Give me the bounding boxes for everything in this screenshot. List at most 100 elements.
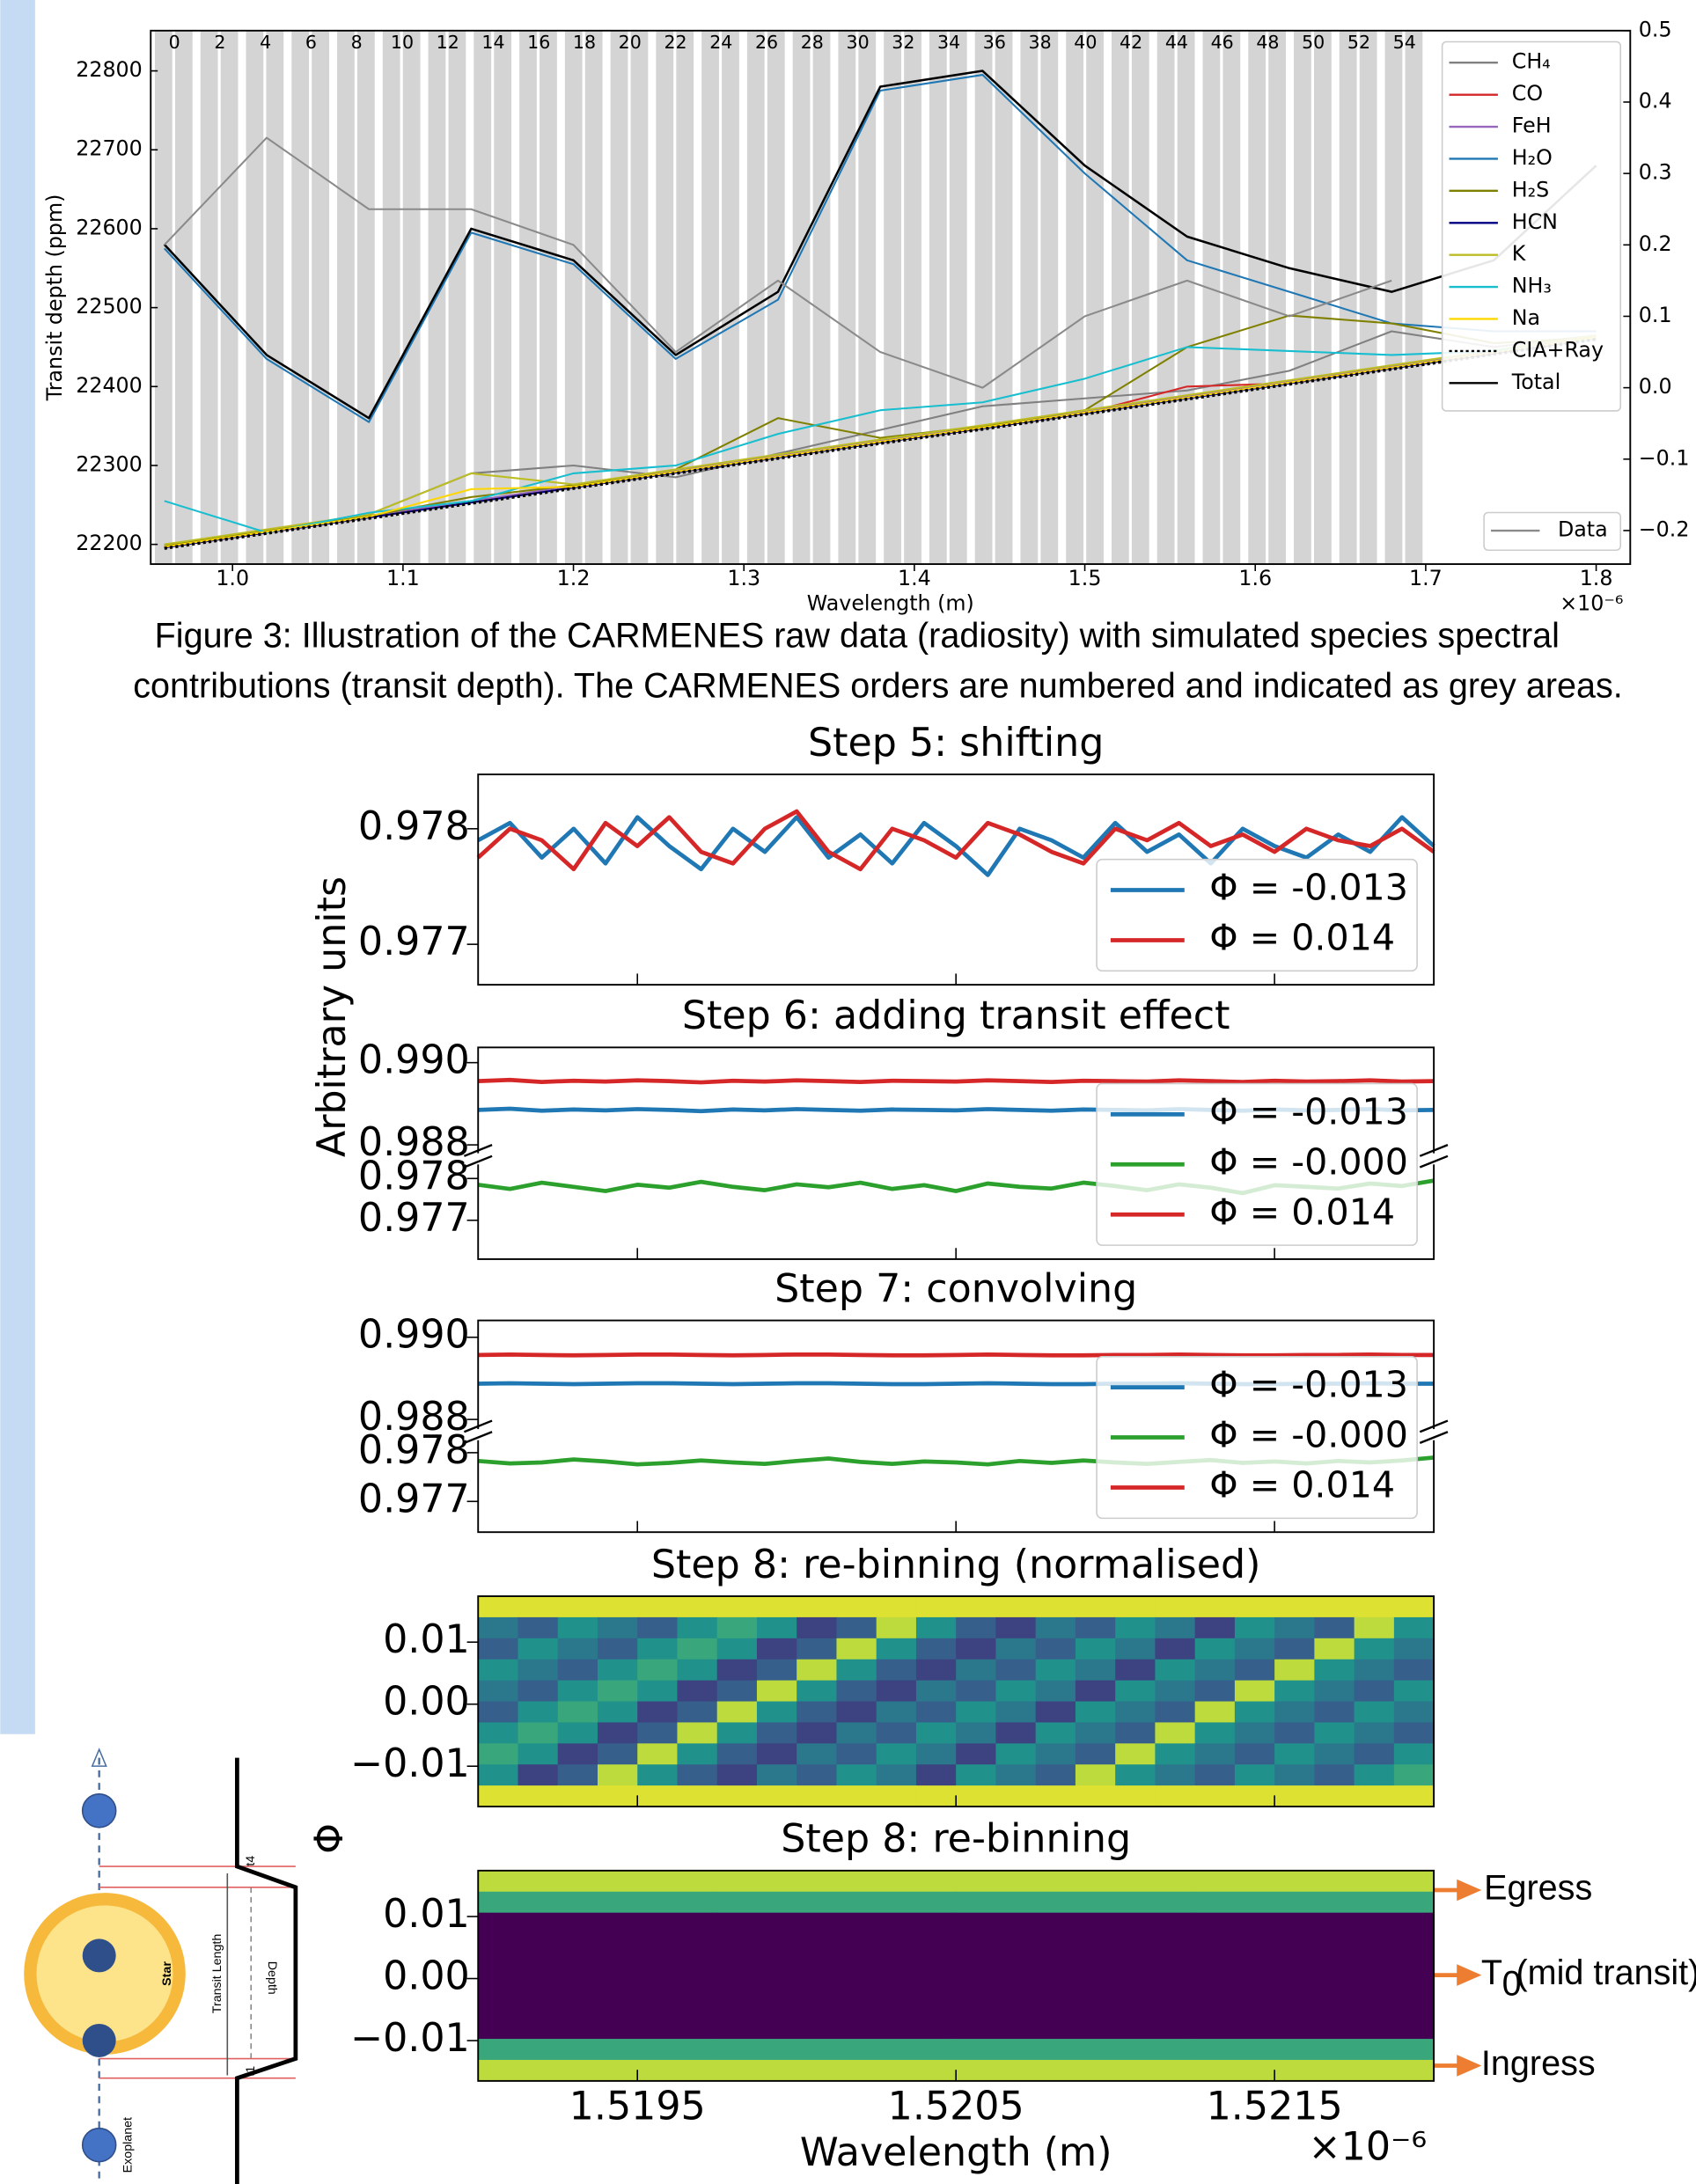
annotation: (mid transit): [1516, 1953, 1696, 1992]
heatmap-cell: [558, 1638, 598, 1660]
heatmap-cell: [1036, 1681, 1076, 1703]
heatmap-cell: [677, 1743, 717, 1765]
order-label: 12: [437, 32, 459, 53]
order-band: [950, 31, 967, 564]
planet: [83, 2024, 116, 2057]
heatmap-cell: [836, 1743, 877, 1765]
heatmap-cell: [1355, 1743, 1395, 1765]
heatmap-cell: [1076, 1785, 1116, 1807]
heatmap-cell: [1314, 1638, 1355, 1660]
heatmap-cell: [1076, 1702, 1116, 1724]
heatmap-cell: [1235, 1681, 1275, 1703]
heatmap-cell: [757, 1702, 797, 1724]
legend-label: CIA+Ray: [1512, 337, 1604, 362]
y-tick-label: 0.990: [358, 1313, 470, 1358]
order-band: [1268, 31, 1286, 564]
heatmap-cell: [478, 1871, 717, 1893]
heatmap-cell: [558, 1702, 598, 1724]
heatmap-cell: [877, 1681, 917, 1703]
y-tick-label: 0.3: [1639, 160, 1672, 185]
heatmap-cell: [558, 1617, 598, 1639]
heatmap-cell: [836, 1617, 877, 1639]
heatmap-cell: [995, 1702, 1036, 1724]
heatmap-cell: [1036, 1660, 1076, 1682]
heatmap-cell: [1235, 1722, 1275, 1744]
diagram-label: Exoplanet: [121, 2117, 136, 2173]
heatmap-cell: [1115, 1660, 1156, 1682]
heatmap-cell: [1076, 1660, 1116, 1682]
y-tick-label: −0.01: [350, 2016, 470, 2061]
heatmap-cell: [1394, 1764, 1435, 1786]
order-label: 18: [573, 32, 596, 53]
legend-label: Φ = -0.013: [1209, 1364, 1408, 1406]
order-band: [1020, 31, 1038, 564]
heatmap-cell: [717, 1596, 758, 1618]
heatmap-cell: [1355, 1785, 1395, 1807]
heatmap-cell: [877, 1743, 917, 1765]
heatmap-cell: [797, 1722, 837, 1744]
heatmap-cell: [478, 2060, 717, 2082]
heatmap-cell: [598, 1638, 638, 1660]
x-tick-label: 1.5205: [888, 2085, 1024, 2129]
heatmap-cell: [797, 1660, 837, 1682]
heatmap-cell: [478, 1596, 518, 1618]
order-label: 24: [709, 32, 732, 53]
heatmap-cell: [677, 1660, 717, 1682]
heatmap-cell: [478, 1617, 518, 1639]
heatmap-cell: [1115, 1764, 1156, 1786]
chart-title: Step 8: re-binning (normalised): [651, 1543, 1261, 1587]
heatmap-cell: [916, 1596, 957, 1618]
heatmap-cell: [1314, 1617, 1355, 1639]
heatmap-cell: [1274, 1743, 1315, 1765]
heatmap-cell: [956, 1871, 1195, 1893]
page: Figure 3: Illustration of the CARMENES r…: [0, 0, 1696, 2184]
heatmap-cell: [1235, 1702, 1275, 1724]
heatmap-cell: [677, 1617, 717, 1639]
order-label: 52: [1347, 32, 1370, 53]
heatmap-cell: [1394, 1785, 1435, 1807]
y-tick-label: 0.5: [1639, 17, 1672, 41]
heatmap-cell: [518, 1722, 558, 1744]
order-band: [1314, 31, 1332, 564]
heatmap-cell: [1036, 1617, 1076, 1639]
heatmap-cell: [677, 1764, 717, 1786]
heatmap-cell: [956, 1892, 1195, 1914]
heatmap-cell: [797, 1702, 837, 1724]
x-offset-label: ×10⁻⁶: [1560, 590, 1623, 615]
heatmap-cell: [1355, 1596, 1395, 1618]
heatmap-cell: [1036, 1702, 1076, 1724]
order-label: 30: [846, 32, 869, 53]
x-tick-label: 1.7: [1409, 566, 1443, 590]
heatmap-cell: [1155, 1596, 1195, 1618]
heatmap-cell: [478, 2039, 717, 2061]
order-band: [494, 31, 511, 564]
legend-label: FeH: [1512, 114, 1552, 138]
legend-label: Φ = 0.014: [1209, 916, 1395, 958]
heatmap-cell: [1115, 1743, 1156, 1765]
y-tick-label: 0.4: [1639, 88, 1672, 113]
heatmap-cell: [836, 1681, 877, 1703]
heatmap-cell: [797, 1681, 837, 1703]
heatmap-cell: [518, 1681, 558, 1703]
heatmap-cell: [797, 1743, 837, 1765]
heatmap-cell: [637, 1764, 678, 1786]
heatmap-cell: [797, 1764, 837, 1786]
heatmap-cell: [1394, 1617, 1435, 1639]
heatmap-cell: [1314, 1596, 1355, 1618]
heatmap-cell: [1076, 1638, 1116, 1660]
heatmap-cell: [956, 1660, 996, 1682]
order-band: [266, 31, 283, 564]
order-band: [1040, 31, 1058, 564]
diagram-label: Transit Length: [210, 1934, 224, 2013]
legend-label: CO: [1512, 81, 1543, 106]
heatmap-cell: [1115, 1596, 1156, 1618]
order-label: 16: [527, 32, 550, 53]
heatmap-cell: [1036, 1743, 1076, 1765]
heatmap-cell: [518, 1617, 558, 1639]
heatmap-cell: [598, 1743, 638, 1765]
heatmap-cell: [558, 1681, 598, 1703]
heatmap-cell: [1195, 1638, 1236, 1660]
heatmap-cell: [717, 1975, 957, 1997]
heatmap-cell: [518, 1785, 558, 1807]
order-label: 10: [391, 32, 414, 53]
